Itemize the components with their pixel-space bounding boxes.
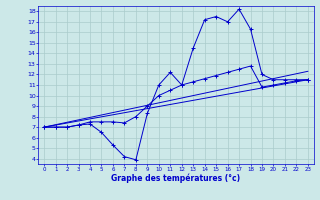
X-axis label: Graphe des températures (°c): Graphe des températures (°c) [111, 173, 241, 183]
